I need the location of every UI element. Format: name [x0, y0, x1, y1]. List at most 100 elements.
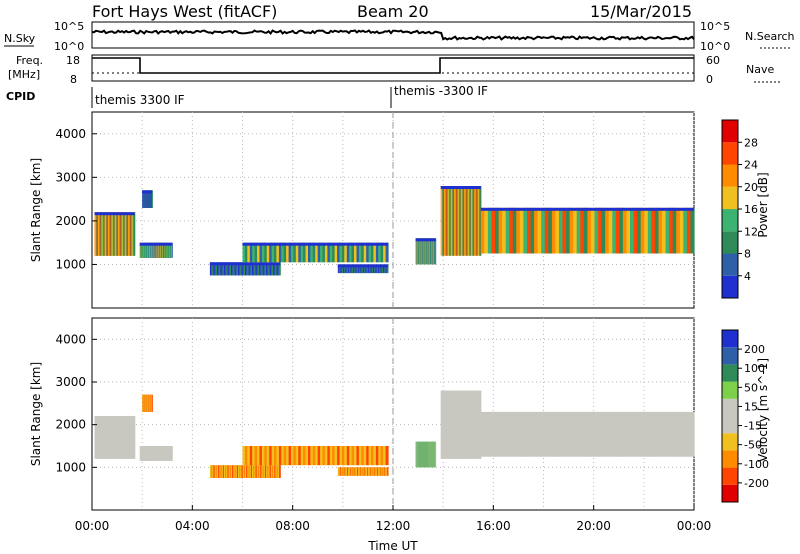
edge-cell — [142, 190, 153, 194]
data-cell — [128, 416, 130, 459]
data-cell — [378, 467, 380, 476]
data-cell — [221, 262, 224, 276]
data-cell — [608, 411, 613, 457]
sky-left-tick-top: 10^5 — [54, 20, 84, 33]
x-tick-label: 00:00 — [75, 519, 110, 533]
data-cell — [266, 446, 270, 466]
data-cell — [551, 207, 557, 254]
data-cell — [221, 465, 224, 478]
data-cell — [469, 390, 471, 459]
data-cell — [358, 446, 362, 466]
data-cell — [454, 390, 456, 459]
data-cell — [672, 207, 677, 254]
data-cell — [286, 242, 290, 263]
data-cell — [601, 207, 606, 254]
data-cell — [644, 207, 649, 254]
data-cell — [352, 467, 354, 476]
velocity-colorbar: -200 -100 -50 -15 15 50 100 200 — [721, 329, 769, 503]
data-cell — [122, 416, 124, 459]
data-cell — [234, 262, 237, 276]
data-cell — [464, 186, 466, 256]
data-cell — [337, 446, 341, 466]
data-cell — [303, 242, 307, 263]
data-cell — [105, 212, 107, 256]
data-cell — [470, 390, 472, 459]
data-cell — [218, 465, 220, 478]
data-cell — [360, 264, 362, 274]
data-cell — [342, 264, 344, 274]
data-cell — [257, 446, 260, 466]
data-cell — [446, 390, 448, 459]
data-cell — [450, 186, 452, 256]
data-cell — [276, 465, 279, 478]
data-cell — [367, 467, 369, 476]
data-cell — [372, 467, 374, 476]
data-cell — [352, 264, 355, 274]
data-cell — [442, 186, 444, 256]
cpid-mode-1: themis 3300 IF — [95, 93, 185, 107]
data-cell — [562, 207, 567, 254]
data-cell — [380, 467, 382, 476]
data-cell — [300, 242, 304, 263]
data-cell — [249, 262, 252, 276]
data-cell — [121, 212, 124, 256]
data-cell — [339, 242, 343, 263]
data-cell — [261, 465, 264, 478]
cpid-label: CPID — [6, 90, 35, 103]
data-cell — [334, 242, 338, 263]
data-cell — [113, 416, 115, 459]
data-cell — [354, 242, 357, 263]
data-cell — [259, 262, 261, 276]
data-cell — [276, 446, 280, 466]
data-cell — [365, 264, 367, 274]
data-cell — [154, 446, 156, 461]
data-cell — [100, 416, 102, 459]
edge-cell — [94, 212, 135, 216]
data-cell — [141, 242, 143, 258]
data-cell — [344, 264, 346, 274]
data-cell — [211, 465, 213, 478]
data-cell — [368, 467, 371, 476]
data-cell — [99, 416, 101, 459]
data-cell — [477, 186, 479, 256]
colorbar-segment — [722, 253, 738, 276]
data-cell — [128, 212, 130, 256]
data-cell — [320, 446, 324, 466]
data-cell — [354, 264, 356, 274]
data-cell — [369, 264, 371, 274]
data-cell — [266, 465, 268, 478]
data-cell — [337, 242, 341, 263]
data-cell — [119, 212, 122, 256]
data-cell — [338, 467, 341, 476]
colorbar-segment — [722, 467, 738, 485]
data-cell — [468, 390, 470, 459]
data-cell — [349, 242, 353, 263]
data-cell — [441, 186, 443, 256]
data-cell — [269, 446, 273, 466]
data-cell — [132, 416, 134, 459]
data-cell — [269, 242, 273, 263]
data-cell — [576, 411, 581, 457]
data-cell — [374, 467, 376, 476]
data-cell — [343, 264, 346, 274]
data-cell — [134, 416, 136, 459]
data-cell — [665, 411, 670, 457]
data-cell — [345, 467, 347, 476]
data-cell — [332, 242, 336, 263]
data-cell — [233, 465, 236, 478]
data-cell — [163, 446, 165, 461]
colorbar-tick-label: -50 — [744, 439, 762, 452]
data-cell — [231, 262, 233, 276]
data-cell — [484, 411, 489, 457]
data-cell — [387, 467, 389, 476]
sky-count-line — [91, 29, 695, 41]
data-cell — [375, 242, 379, 263]
data-cell — [357, 467, 360, 476]
data-cell — [463, 390, 465, 459]
data-cell — [478, 390, 481, 459]
data-cell — [476, 390, 478, 459]
data-cell — [619, 411, 624, 457]
data-cell — [153, 242, 155, 258]
data-cell — [443, 186, 445, 256]
data-cell — [171, 446, 173, 461]
